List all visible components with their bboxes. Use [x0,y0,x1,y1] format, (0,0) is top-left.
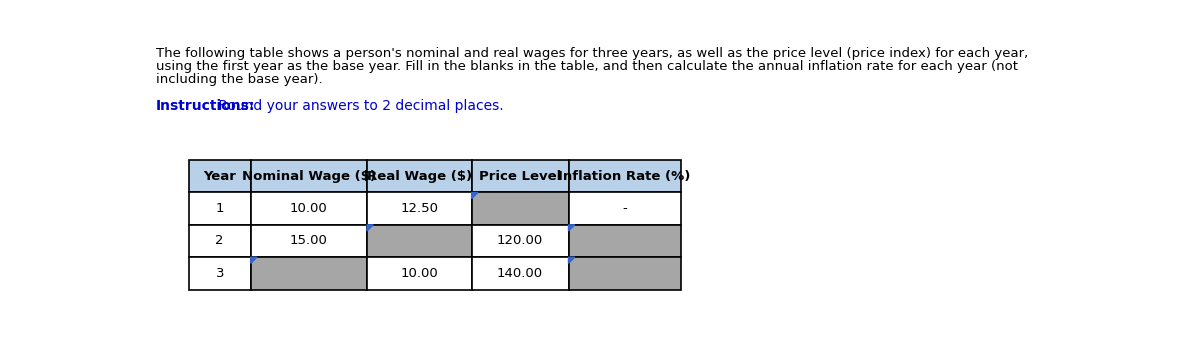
Text: 12.50: 12.50 [401,202,438,215]
Bar [367,160,472,192]
Bar [251,192,367,225]
Polygon shape [251,257,257,263]
Text: 120.00: 120.00 [497,235,544,248]
Bar [367,257,472,290]
Text: The following table shows a person's nominal and real wages for three years, as : The following table shows a person's nom… [156,47,1028,60]
Text: -: - [623,202,628,215]
Text: Price Level: Price Level [479,170,562,183]
Bar [472,257,569,290]
Bar [569,257,680,290]
Text: Round your answers to 2 decimal places.: Round your answers to 2 decimal places. [215,99,504,113]
Bar [251,225,367,257]
Bar [188,160,251,192]
Text: using the first year as the base year. Fill in the blanks in the table, and then: using the first year as the base year. F… [156,60,1019,73]
Text: 3: 3 [216,267,224,280]
Polygon shape [569,257,575,263]
Bar [472,225,569,257]
Text: Real Wage ($): Real Wage ($) [367,170,472,183]
Bar [251,257,367,290]
Text: 2: 2 [216,235,224,248]
Bar [472,160,569,192]
Text: including the base year).: including the base year). [156,73,323,86]
Bar [188,257,251,290]
Bar [367,192,472,225]
Bar [569,160,680,192]
Text: Year: Year [203,170,236,183]
Bar [569,225,680,257]
Text: 1: 1 [216,202,224,215]
Text: Nominal Wage ($): Nominal Wage ($) [242,170,376,183]
Bar [188,225,251,257]
Text: 10.00: 10.00 [401,267,438,280]
Polygon shape [569,225,575,231]
Polygon shape [367,225,373,231]
Bar [251,160,367,192]
Bar [188,192,251,225]
Text: 10.00: 10.00 [290,202,328,215]
Bar [569,192,680,225]
Bar [367,225,472,257]
Text: 140.00: 140.00 [497,267,544,280]
Text: 15.00: 15.00 [290,235,328,248]
Text: Inflation Rate (%): Inflation Rate (%) [558,170,691,183]
Polygon shape [472,192,478,199]
Bar [472,192,569,225]
Text: Instructions:: Instructions: [156,99,256,113]
